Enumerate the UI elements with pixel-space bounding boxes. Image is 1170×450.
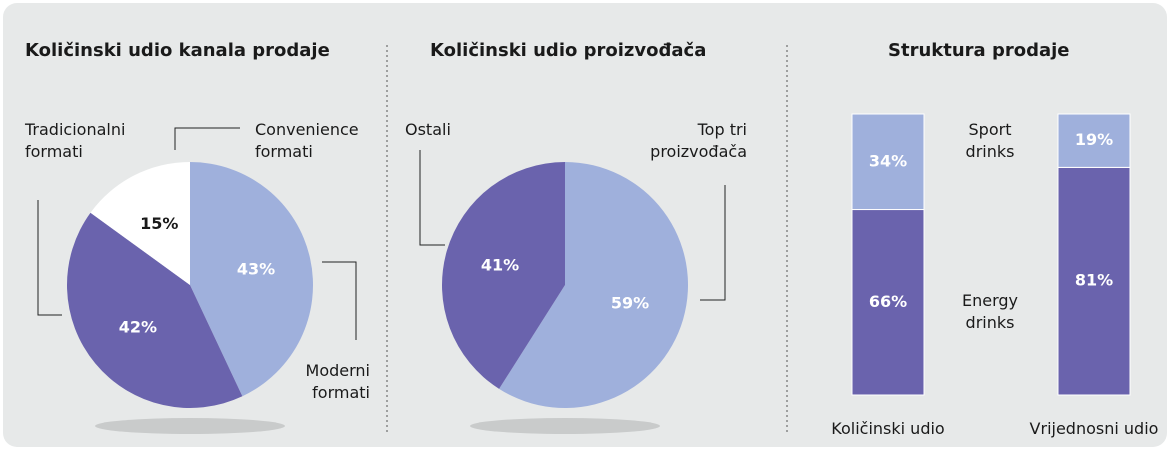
leader-line	[37, 200, 62, 316]
value-label: 81%	[1075, 271, 1113, 290]
chart-title: Količinski udio kanala prodaje	[25, 40, 330, 61]
bar-segment	[851, 113, 925, 211]
value-label: 41%	[481, 256, 519, 275]
category-label: Količinski udio	[831, 419, 945, 438]
value-label: 66%	[869, 292, 907, 311]
chart-title: Struktura prodaje	[888, 40, 1070, 61]
category-label: Ostali	[405, 120, 451, 139]
leader-line	[174, 127, 240, 150]
legend-label: Energy drinks	[961, 291, 1018, 332]
value-label: 19%	[1075, 130, 1113, 149]
pie-slice	[66, 212, 243, 409]
leader-lines	[37, 127, 726, 340]
pie-slice	[190, 162, 313, 397]
category-label: Moderni formati	[305, 361, 370, 402]
value-label: 43%	[237, 260, 275, 279]
category-label: Convenience formati	[255, 120, 359, 161]
pie-slice	[499, 162, 689, 409]
bar-segment	[1057, 113, 1131, 168]
legend-label: Sport drinks	[965, 120, 1015, 161]
bar-segment	[1057, 166, 1131, 396]
value-label: 42%	[119, 318, 157, 337]
leader-line	[322, 261, 357, 340]
leader-line	[419, 150, 445, 246]
chart-title: Količinski udio proizvođača	[430, 40, 707, 61]
category-label: Vrijednosni udio	[1029, 419, 1159, 438]
value-label: 59%	[611, 293, 649, 312]
bar-segment	[851, 209, 925, 396]
pie-slice	[442, 162, 565, 389]
value-label: 34%	[869, 151, 907, 170]
shadow	[95, 418, 285, 434]
category-label: Top tri proizvođača	[650, 120, 747, 161]
leader-line	[700, 185, 726, 301]
shadow	[470, 418, 660, 434]
category-label: Tradicionalni formati	[25, 120, 126, 161]
pie-slice	[90, 162, 190, 285]
value-label: 15%	[140, 214, 178, 233]
